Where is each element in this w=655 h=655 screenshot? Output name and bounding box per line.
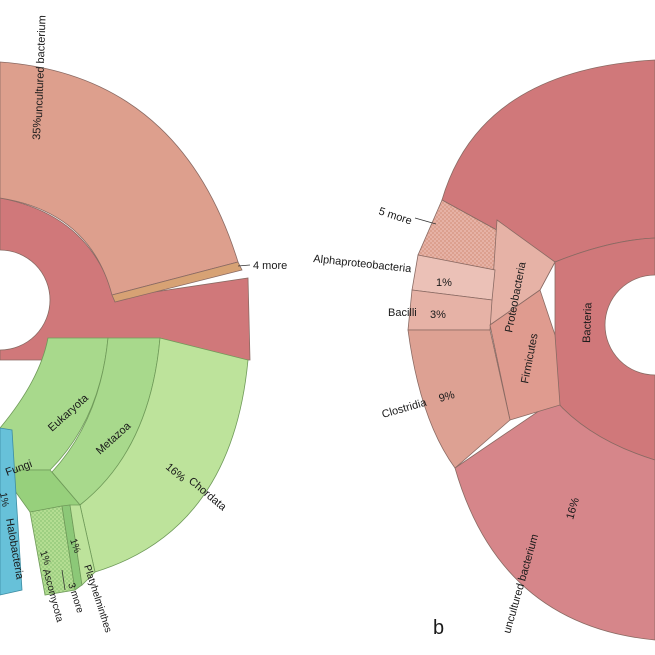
- label-b-bacilli-percent: 3%: [430, 309, 446, 321]
- label-a-platyhelminthes-percent: 1%: [67, 537, 82, 554]
- label-a-halobacteria-percent: 1%: [0, 492, 10, 508]
- label-b-uncultured-percent: 16%: [564, 496, 582, 521]
- label-a-uncultured-bacterium: uncultured bacterium: [33, 15, 49, 118]
- segment-a-uncultured-bacterium[interactable]: [0, 61, 239, 296]
- segment-a-chordata[interactable]: [79, 337, 249, 573]
- center-hole-b: [604, 274, 655, 376]
- segment-a-halobacteria[interactable]: [0, 427, 23, 596]
- center-hole-a: [0, 249, 51, 351]
- segment-b-uncultured-bacterium[interactable]: [454, 399, 655, 641]
- panel-label-b: b: [433, 617, 444, 639]
- label-b-alphaproteobacteria: Alphaproteobacteria: [313, 253, 413, 275]
- panel-a-sunburst: [0, 61, 251, 596]
- segment-a-platyhelminthes[interactable]: [69, 504, 96, 586]
- label-b-clostridia-percent: 9%: [438, 389, 457, 405]
- label-b-bacilli: Bacilli: [388, 307, 417, 319]
- label-a-uncultured-percent: 35%: [31, 117, 44, 140]
- label-b-bacteria: Bacteria: [581, 301, 594, 343]
- label-a-3-more: 3 more: [65, 582, 85, 615]
- label-b-clostridia: Clostridia: [381, 396, 429, 420]
- label-a-4-more: 4 more: [253, 260, 287, 272]
- label-a-ascomycota-percent: 1%: [37, 549, 52, 566]
- label-a-platyhelminthes: Platyhelminthes: [81, 564, 113, 635]
- segment-a-4-more[interactable]: [111, 261, 243, 303]
- panel-b-sunburst: [407, 59, 655, 641]
- segment-a-bacteria-inner[interactable]: [0, 197, 251, 361]
- label-b-alphaproteobacteria-percent: 1%: [436, 277, 452, 289]
- label-b-5-more: 5 more: [377, 205, 413, 227]
- segment-b-clostridia[interactable]: [407, 329, 511, 469]
